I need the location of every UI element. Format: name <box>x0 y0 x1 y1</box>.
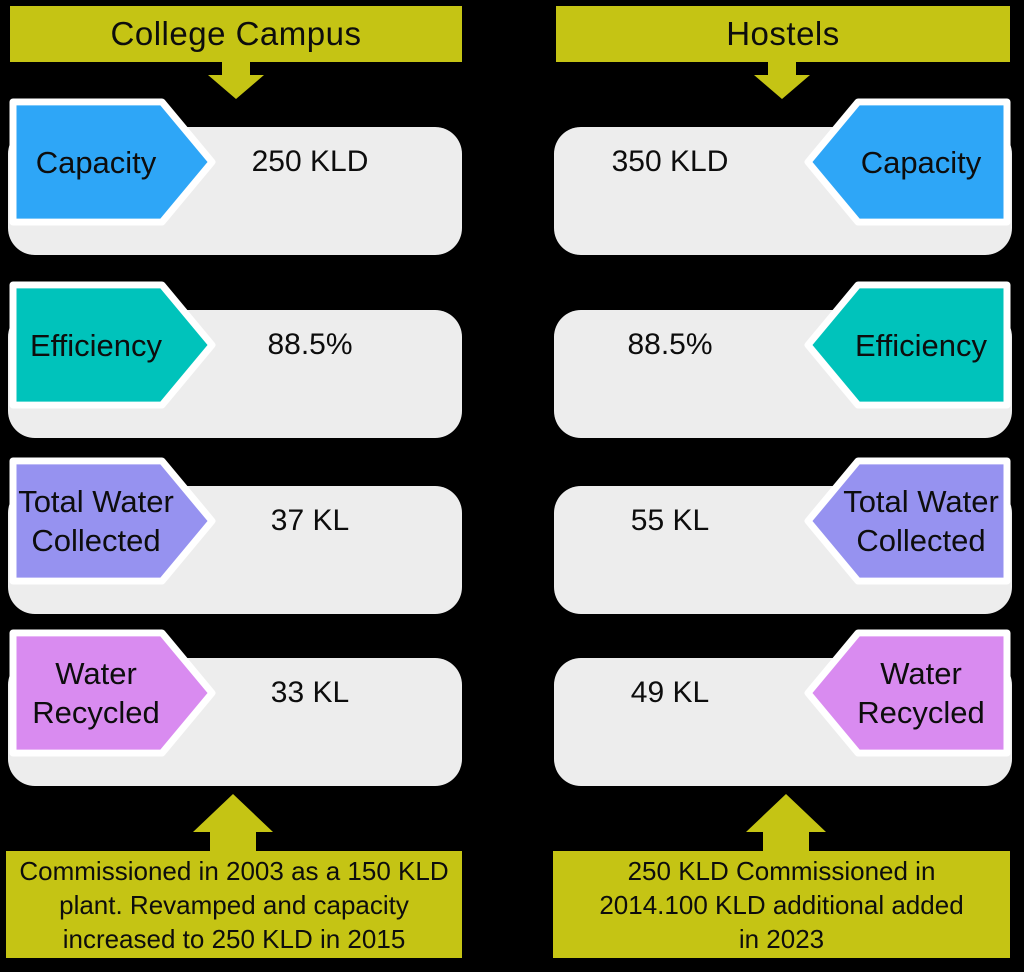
college-campus-commissioning-note: Commissioned in 2003 as a 150 KLD plant.… <box>6 851 462 958</box>
hostels-commissioning-note: 250 KLD Commissioned in 2014.100 KLD add… <box>553 851 1010 958</box>
down-arrow-icon <box>754 61 810 99</box>
capacity-value: 350 KLD <box>611 145 729 178</box>
efficiency-tag <box>9 281 216 409</box>
water-recycled-label: Water Recycled <box>857 656 985 730</box>
total-water-collected-tag <box>804 457 1011 585</box>
water-recycled-value: 33 KL <box>270 676 350 709</box>
water-recycled-tag <box>9 629 216 757</box>
capacity-tag <box>9 98 216 226</box>
efficiency-label: Efficiency <box>29 327 163 363</box>
down-arrow-icon <box>208 61 264 99</box>
hostels-header: Hostels <box>556 6 1010 62</box>
college-campus-note-text: Commissioned in 2003 as a 150 KLD plant.… <box>19 855 449 954</box>
hostels-header-label: Hostels <box>726 15 840 52</box>
hostels-note-text: 250 KLD Commissioned in 2014.100 KLD add… <box>599 855 964 954</box>
water-recycled-tag <box>804 629 1011 757</box>
capacity-label: Capacity <box>860 144 982 180</box>
efficiency-tag <box>804 281 1011 409</box>
up-arrow-icon <box>746 794 826 851</box>
efficiency-value: 88.5% <box>267 328 353 361</box>
efficiency-value: 88.5% <box>627 328 713 361</box>
total-water-collected-label: Total Water Collected <box>843 484 999 558</box>
total-water-collected-value: 55 KL <box>630 504 710 537</box>
total-water-collected-tag <box>9 457 216 585</box>
efficiency-label: Efficiency <box>854 327 988 363</box>
water-recycled-value: 49 KL <box>630 676 710 709</box>
capacity-value: 250 KLD <box>251 145 369 178</box>
total-water-collected-value: 37 KL <box>270 504 350 537</box>
up-arrow-icon <box>193 794 273 851</box>
water-recycled-label: Water Recycled <box>32 656 160 730</box>
total-water-collected-label: Total Water Collected <box>18 484 174 558</box>
college-campus-header: College Campus <box>10 6 462 62</box>
capacity-tag <box>804 98 1011 226</box>
capacity-label: Capacity <box>35 144 157 180</box>
college-campus-header-label: College Campus <box>110 15 362 52</box>
